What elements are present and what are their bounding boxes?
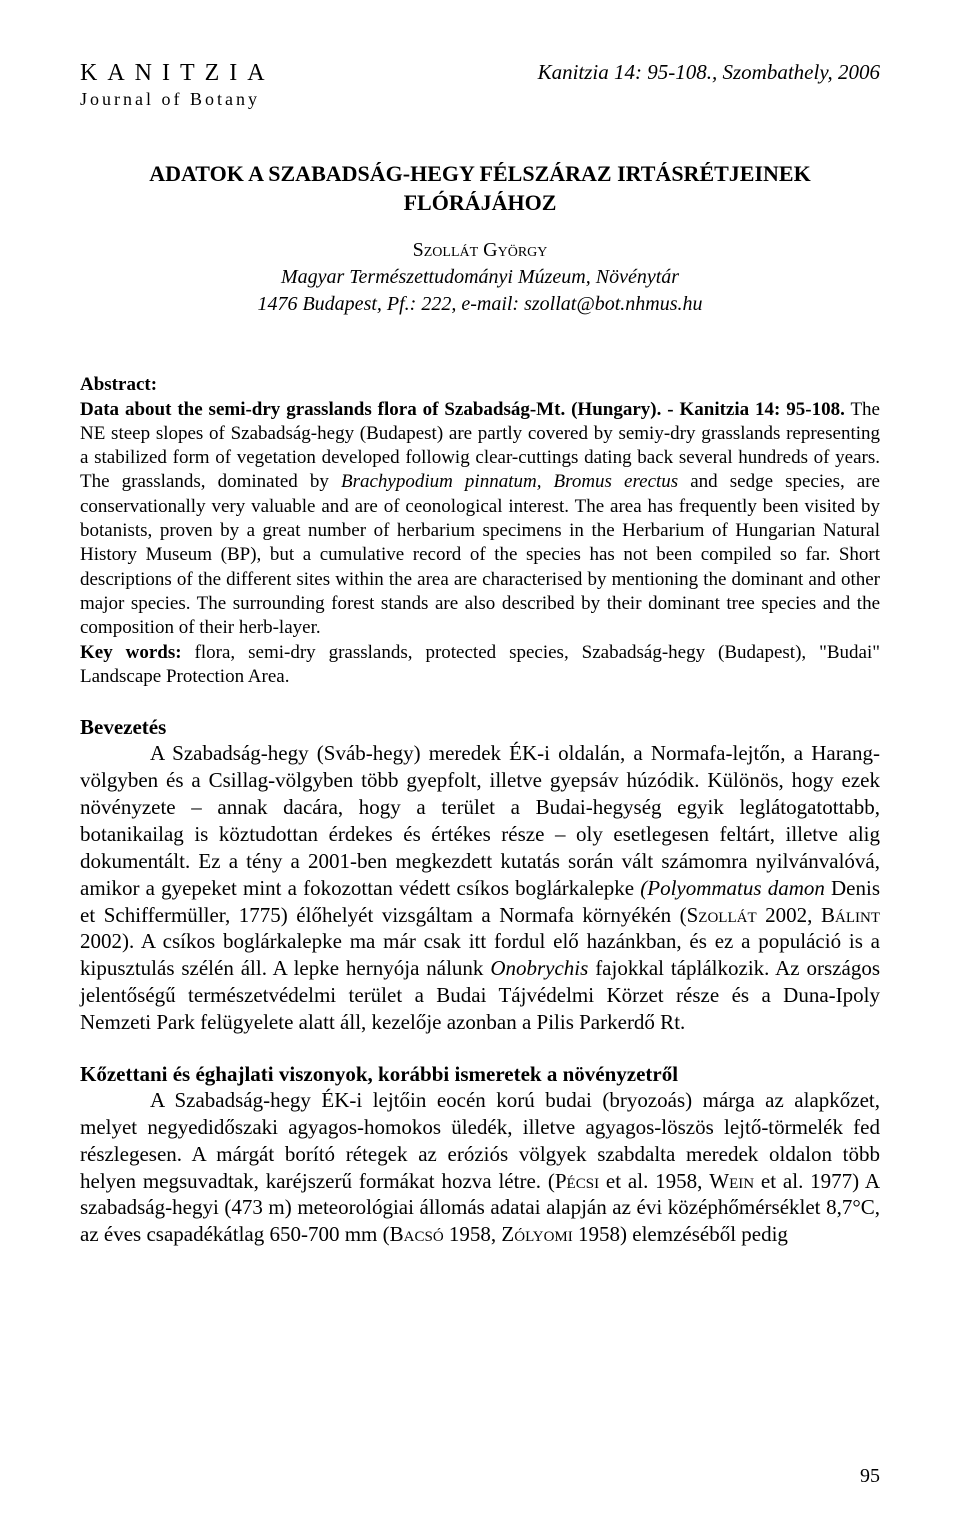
keywords-text: flora, semi-dry grasslands, protected sp… (80, 642, 880, 687)
section-bevezetes-head: Bevezetés (80, 715, 880, 740)
s2-d: 1958, (444, 1222, 502, 1246)
article-title: ADATOK A SZABADSÁG-HEGY FÉLSZÁRAZ IRTÁSR… (80, 160, 880, 217)
title-line1: ADATOK A SZABADSÁG-HEGY FÉLSZÁRAZ IRTÁSR… (149, 161, 810, 186)
abstract-body-b: and sedge species, are conservationally … (80, 471, 880, 638)
s2-e: 1958) elemzéséből pedig (573, 1222, 788, 1246)
affiliation: Magyar Természettudományi Múzeum, Növény… (80, 264, 880, 318)
citation: Kanitzia 14: 95-108., Szombathely, 2006 (538, 60, 880, 85)
abstract-data-line: Data about the semi-dry grasslands flora… (80, 399, 845, 420)
s2-b: et al. 1958, (599, 1169, 709, 1193)
s1-sc2: Bálint (821, 903, 880, 927)
affil-line1: Magyar Természettudományi Múzeum, Növény… (281, 266, 679, 288)
s2-sc1: Pécsi (555, 1169, 599, 1193)
page: KANITZIA Journal of Botany Kanitzia 14: … (0, 0, 960, 1523)
author: Szollát György (80, 239, 880, 262)
abstract-label: Abstract: (80, 374, 157, 395)
page-number: 95 (860, 1465, 880, 1488)
keywords-label: Key words: (80, 642, 182, 663)
title-line2: FLÓRÁJÁHOZ (404, 190, 557, 215)
s2-sc4: Zólyomi (501, 1222, 572, 1246)
affil-line2: 1476 Budapest, Pf.: 222, e-mail: szollat… (257, 293, 702, 315)
section-kozettani-head: Kőzettani és éghajlati viszonyok, korább… (80, 1062, 880, 1087)
journal-title: KANITZIA (80, 60, 275, 87)
s2-sc3: Bacsó (390, 1222, 444, 1246)
header-row: KANITZIA Journal of Botany Kanitzia 14: … (80, 60, 880, 110)
s2-sc2: Wein (709, 1169, 754, 1193)
journal-subtitle: Journal of Botany (80, 89, 275, 110)
abstract-italic-1: Brachypodium pinnatum, Bromus erectus (341, 471, 678, 492)
s1-c: 2002, (757, 903, 821, 927)
s1-it2: Onobrychis (490, 956, 588, 980)
s1-sc1: Szollát (687, 903, 757, 927)
section-kozettani-para: A Szabadság-hegy ÉK-i lejtőin eocén korú… (80, 1087, 880, 1248)
abstract-block: Abstract: Data about the semi-dry grassl… (80, 373, 880, 689)
journal-block: KANITZIA Journal of Botany (80, 60, 275, 110)
s1-it1: (Polyommatus damon (640, 876, 825, 900)
section-bevezetes-para: A Szabadság-hegy (Sváb-hegy) meredek ÉK-… (80, 740, 880, 1036)
